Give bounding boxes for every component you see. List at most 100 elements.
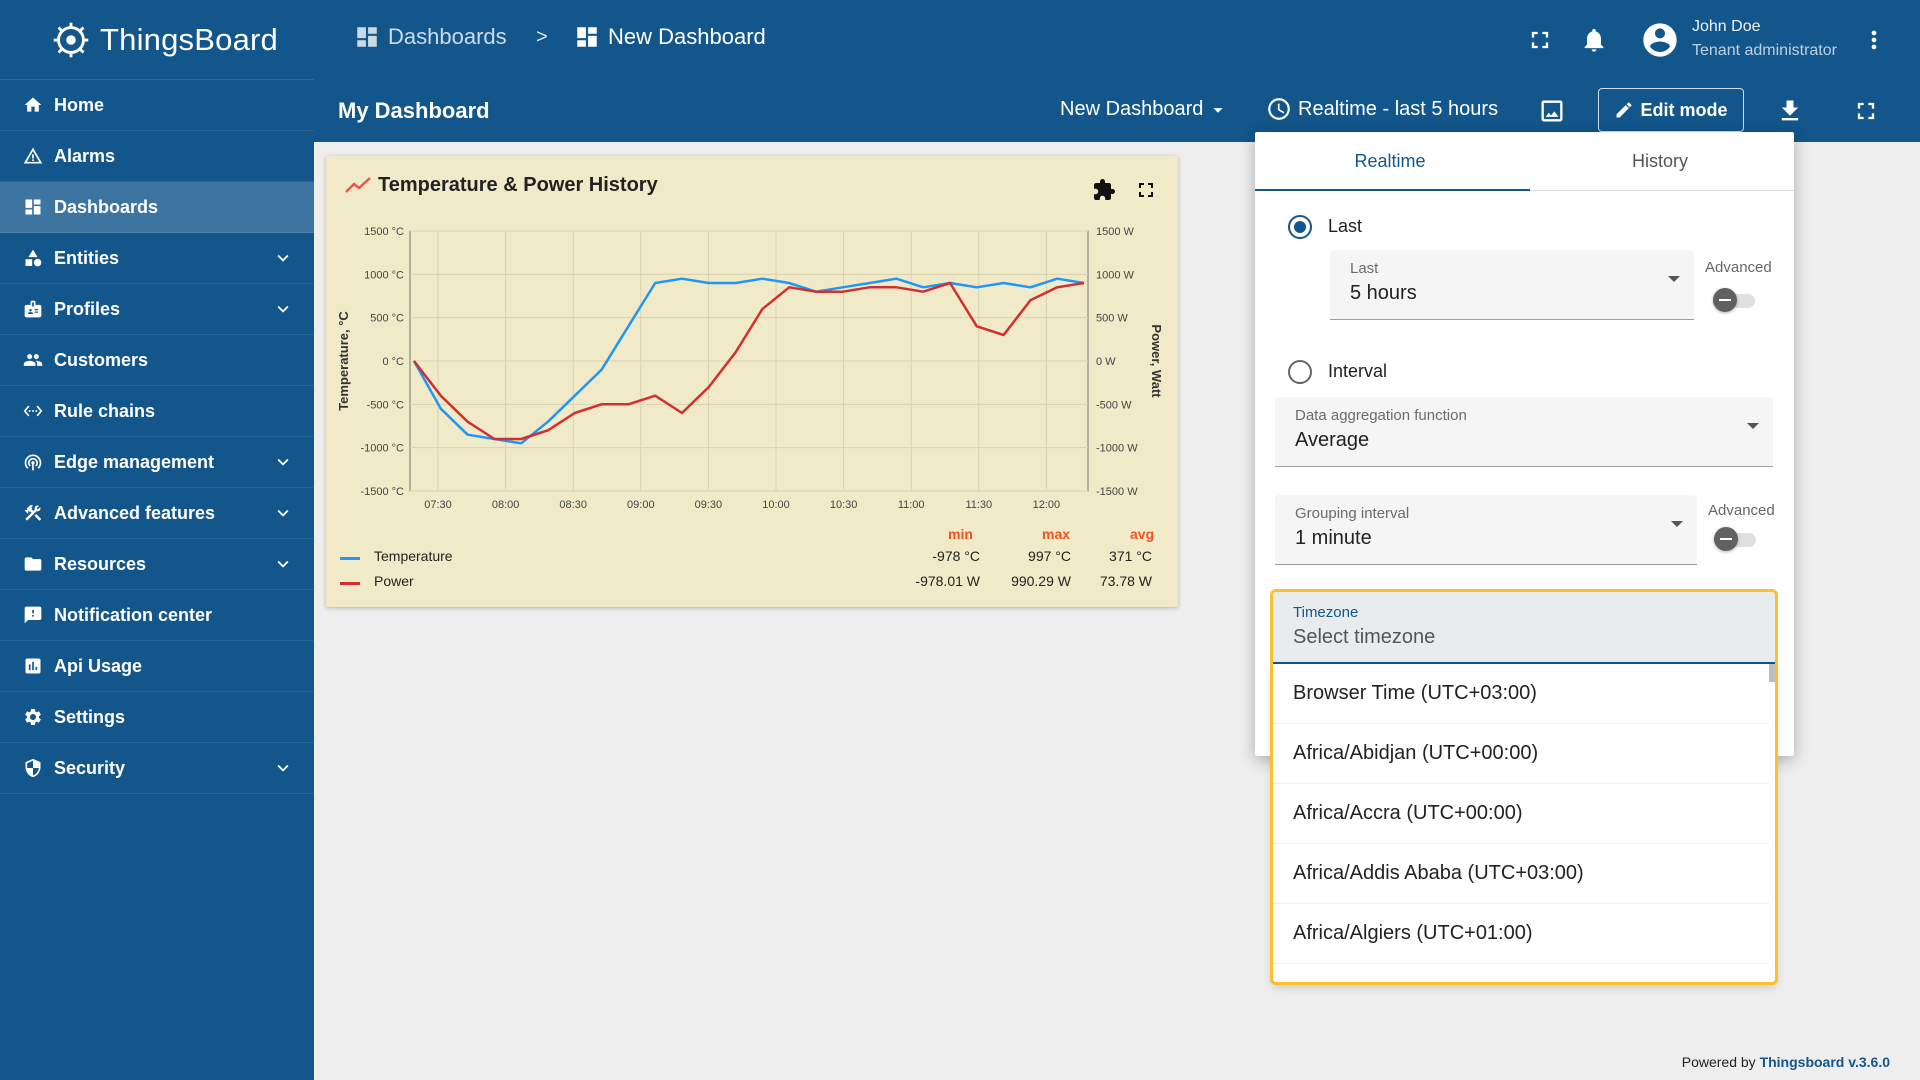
chevron-down-icon[interactable] [272, 553, 294, 575]
widget-fullscreen-icon[interactable] [1134, 178, 1158, 202]
timewindow-tabs: Realtime History [1255, 132, 1794, 191]
download-icon[interactable] [1776, 97, 1804, 125]
sidebar-item-label: Resources [54, 553, 147, 574]
chart-line-icon [345, 177, 371, 193]
chevron-down-icon[interactable] [272, 451, 294, 473]
dashboard-state-label: New Dashboard [1060, 98, 1204, 120]
dashboard-icon [577, 27, 597, 47]
sidebar-item-profiles[interactable]: Profiles [0, 284, 314, 335]
y2-tick-label: -1500 W [1096, 486, 1138, 498]
chevron-down-icon[interactable] [272, 757, 294, 779]
extension-puzzle-icon[interactable] [1092, 178, 1116, 202]
timewindow-button[interactable]: Realtime - last 5 hours [1266, 96, 1498, 122]
dropdown-arrow-icon [1671, 521, 1683, 527]
sidebar-item-notification-center[interactable]: Notification center [0, 590, 314, 641]
y2-tick-label: 500 W [1096, 313, 1128, 325]
y2-axis-title: Power, Watt [1149, 324, 1164, 398]
logo[interactable]: ThingsBoard [0, 0, 314, 80]
grouping-interval-select[interactable]: Grouping interval 1 minute [1275, 495, 1697, 565]
grouping-advanced-toggle[interactable] [1714, 526, 1762, 552]
construction-icon [22, 502, 44, 524]
radio-interval[interactable] [1288, 360, 1312, 384]
user-avatar-icon[interactable] [1640, 20, 1680, 60]
legend-series-temperature[interactable]: Temperature [374, 548, 453, 564]
x-tick-label: 09:30 [695, 499, 723, 511]
timezone-option[interactable]: Africa/Accra (UTC+00:00) [1273, 784, 1769, 844]
sidebar-item-security[interactable]: Security [0, 743, 314, 794]
timezone-option[interactable]: Africa/Addis Ababa (UTC+03:00) [1273, 844, 1769, 904]
legend-series-power[interactable]: Power [374, 573, 414, 589]
sidebar-item-label: Dashboards [54, 196, 159, 217]
x-tick-label: 08:30 [559, 499, 587, 511]
sidebar-item-advanced-features[interactable]: Advanced features [0, 488, 314, 539]
timezone-dropdown: Browser Time (UTC+03:00) Africa/Abidjan … [1273, 664, 1775, 982]
timezone-option[interactable]: Browser Time (UTC+03:00) [1273, 664, 1769, 724]
gear-icon [22, 706, 44, 728]
sidebar-item-dashboards[interactable]: Dashboards [0, 182, 314, 233]
sidebar-item-entities[interactable]: Entities [0, 233, 314, 284]
breadcrumb-label: Dashboards [388, 24, 507, 49]
home-icon [22, 94, 44, 116]
fullscreen-icon[interactable] [1526, 26, 1554, 54]
dropdown-scrollbar[interactable] [1769, 664, 1775, 682]
sidebar-item-label: Customers [54, 349, 149, 370]
tab-history[interactable]: History [1631, 151, 1688, 171]
aggregation-function-select[interactable]: Data aggregation function Average [1275, 397, 1773, 467]
chevron-down-icon[interactable] [272, 298, 294, 320]
clock-icon [1268, 98, 1290, 120]
breadcrumb-dashboards[interactable]: Dashboards [354, 24, 507, 50]
legend-temperature-min: -978 °C [932, 548, 980, 564]
timezone-input[interactable]: Timezone Select timezone [1273, 592, 1775, 664]
insert-chart-icon [22, 655, 44, 677]
warning-icon [22, 145, 44, 167]
legend-power-max: 990.29 W [1011, 573, 1071, 589]
sidebar-item-label: Alarms [54, 145, 116, 166]
sidebar-item-settings[interactable]: Settings [0, 692, 314, 743]
sidebar-item-label: Rule chains [54, 400, 156, 421]
group-icon [22, 349, 44, 371]
chevron-down-icon[interactable] [272, 502, 294, 524]
y-tick-label: 1000 °C [364, 269, 404, 281]
chevron-down-icon[interactable] [272, 247, 294, 269]
timewindow-label: Realtime - last 5 hours [1298, 97, 1499, 120]
tab-realtime[interactable]: Realtime [1354, 151, 1426, 171]
footer-version-link[interactable]: Thingsboard v.3.6.0 [1759, 1054, 1890, 1070]
legend-power-avg: 73.78 W [1099, 573, 1152, 589]
dashboard-icon [357, 27, 377, 47]
sidebar-item-label: Home [54, 94, 105, 115]
radio-last[interactable] [1288, 215, 1312, 239]
fullscreen-icon[interactable] [1852, 97, 1880, 125]
dropdown-arrow-icon [1668, 276, 1680, 282]
legend-power-min: -978.01 W [915, 573, 980, 589]
x-tick-label: 07:30 [424, 499, 452, 511]
timezone-option[interactable]: Africa/Algiers (UTC+01:00) [1273, 904, 1769, 964]
export-image-icon[interactable] [1538, 97, 1566, 125]
sidebar-item-resources[interactable]: Resources [0, 539, 314, 590]
legend-temperature-avg: 371 °C [1109, 548, 1152, 564]
sidebar-item-edge-management[interactable]: Edge management [0, 437, 314, 488]
timezone-option[interactable]: Africa/Abidjan (UTC+00:00) [1273, 724, 1769, 784]
sidebar-item-label: Edge management [54, 451, 215, 472]
y2-tick-label: 0 W [1096, 356, 1116, 368]
dashboard-toolbar: My Dashboard New Dashboard Realtime - la… [314, 80, 1920, 142]
y-tick-label: -1000 °C [360, 443, 404, 455]
entities-icon [22, 247, 44, 269]
series-line-power [413, 281, 1085, 441]
legend-header-max: max [1042, 526, 1071, 542]
last-duration-select[interactable]: Last 5 hours [1330, 250, 1694, 320]
breadcrumb-label: New Dashboard [608, 24, 766, 49]
more-vert-icon[interactable] [1860, 26, 1888, 54]
sidebar-item-api-usage[interactable]: Api Usage [0, 641, 314, 692]
edit-mode-button[interactable]: Edit mode [1598, 88, 1744, 132]
notifications-bell-icon[interactable] [1580, 26, 1608, 54]
user-role: Tenant administrator [1692, 42, 1837, 59]
sidebar-item-home[interactable]: Home [0, 80, 314, 131]
sidebar-item-rule-chains[interactable]: Rule chains [0, 386, 314, 437]
dashboard-state-select[interactable]: New Dashboard [1060, 98, 1229, 121]
last-advanced-toggle[interactable] [1713, 287, 1761, 313]
sidebar-item-customers[interactable]: Customers [0, 335, 314, 386]
sidebar-item-alarms[interactable]: Alarms [0, 131, 314, 182]
y-tick-label: 1500 °C [364, 226, 404, 238]
nav-list: Home Alarms Dashboards Entities Profiles Cust… [0, 80, 314, 794]
y-tick-label: -1500 °C [360, 486, 404, 498]
